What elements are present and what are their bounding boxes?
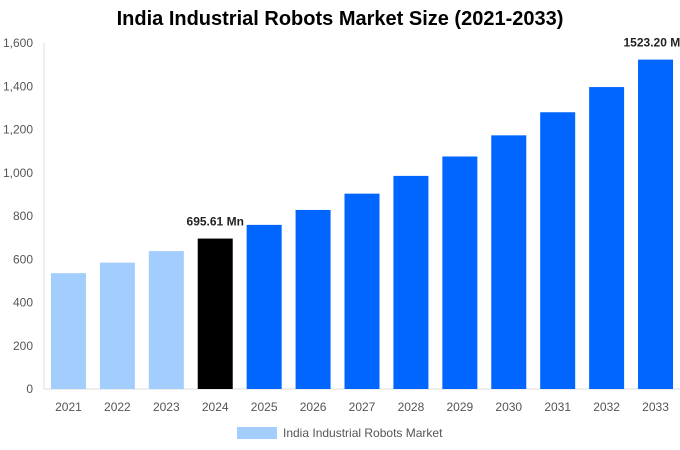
- bar-2024: [197, 238, 233, 389]
- y-tick-label: 1,600: [3, 36, 33, 50]
- x-tick-label: 2033: [642, 400, 669, 414]
- bar-2028: [393, 175, 429, 389]
- y-tick-label: 800: [13, 209, 33, 223]
- bar-2022: [99, 262, 135, 389]
- x-tick-label: 2028: [398, 400, 425, 414]
- bar-2031: [540, 112, 576, 389]
- x-tick-label: 2024: [202, 400, 229, 414]
- y-tick-label: 400: [13, 296, 33, 310]
- x-tick-label: 2031: [544, 400, 571, 414]
- bar-2026: [295, 209, 331, 389]
- x-tick-label: 2021: [55, 400, 82, 414]
- legend[interactable]: India Industrial Robots Market: [237, 426, 442, 440]
- x-tick-label: 2029: [446, 400, 473, 414]
- x-tick-label: 2023: [153, 400, 180, 414]
- bar-2033: [638, 59, 674, 389]
- bar-2027: [344, 193, 380, 389]
- bar-2030: [491, 135, 527, 389]
- x-tick-label: 2025: [251, 400, 278, 414]
- bar-2023: [148, 251, 184, 389]
- chart-title: India Industrial Robots Market Size (202…: [116, 8, 564, 30]
- x-tick-label: 2027: [349, 400, 376, 414]
- bar-2032: [589, 87, 625, 389]
- x-tick-label: 2032: [593, 400, 620, 414]
- y-tick-label: 600: [13, 252, 33, 266]
- y-tick-label: 0: [26, 382, 33, 396]
- y-tick-label: 1,400: [3, 79, 33, 93]
- y-tick-label: 1,200: [3, 123, 33, 137]
- y-tick-label: 200: [13, 339, 33, 353]
- x-tick-label: 2030: [495, 400, 522, 414]
- data-label-2033: 1523.20 Mn: [624, 36, 680, 50]
- x-tick-label: 2022: [104, 400, 131, 414]
- x-tick-label: 2026: [300, 400, 327, 414]
- bar-2029: [442, 156, 478, 389]
- bar-2025: [246, 224, 282, 389]
- legend-label: India Industrial Robots Market: [283, 426, 443, 440]
- data-label-2024: 695.61 Mn: [187, 215, 244, 229]
- legend-swatch: [237, 427, 277, 439]
- bar-2021: [50, 273, 86, 389]
- y-tick-label: 1,000: [3, 166, 33, 180]
